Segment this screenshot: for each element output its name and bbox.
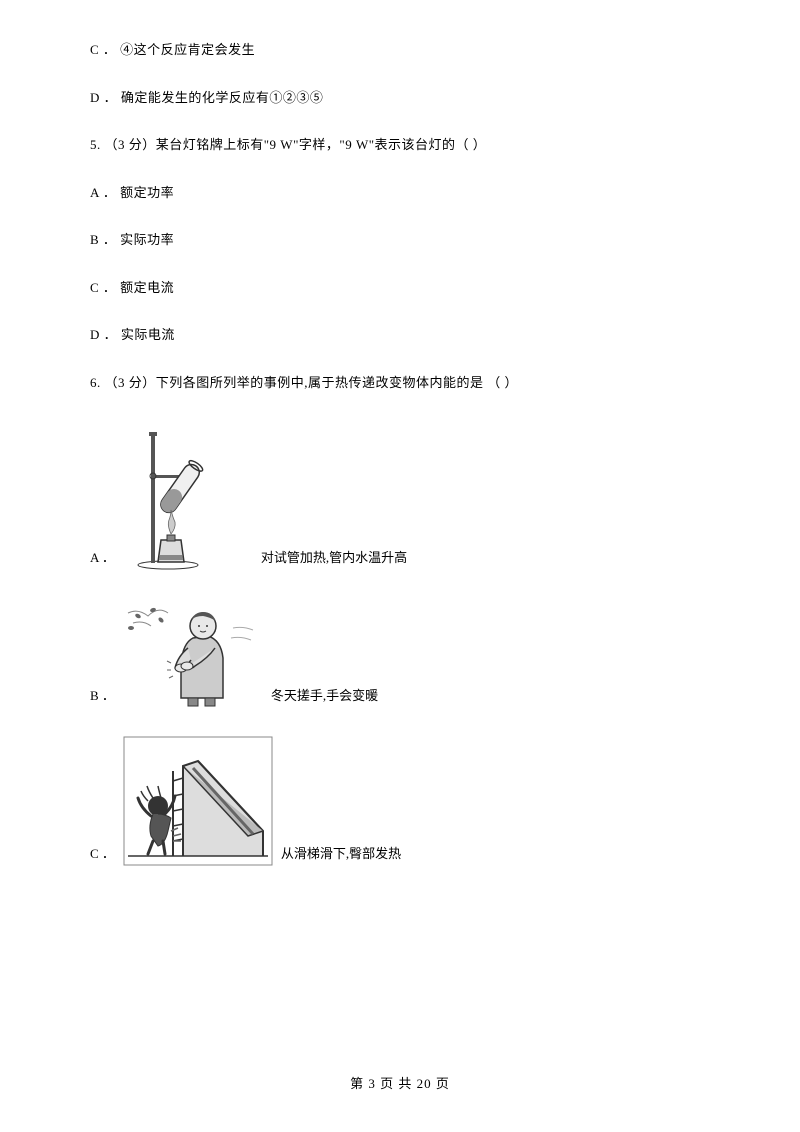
- option-c-text: C ． ④这个反应肯定会发生: [90, 40, 710, 60]
- option-a-text: 对试管加热,管内水温升高: [261, 547, 407, 570]
- option-b-text: 冬天搓手,手会变暖: [271, 685, 378, 708]
- option-b-label: B ．: [90, 685, 115, 708]
- slide-image: [123, 736, 273, 866]
- question-5: 5. （3 分）某台灯铭牌上标有"9 W"字样，"9 W"表示该台灯的（ ）: [90, 135, 710, 155]
- q6-option-c: C ．: [90, 736, 710, 866]
- q5-option-d: D ． 实际电流: [90, 325, 710, 345]
- rubbing-hands-image: [123, 598, 263, 708]
- option-a-label: A ．: [90, 547, 115, 570]
- option-c-label: C ．: [90, 843, 115, 866]
- question-6: 6. （3 分）下列各图所列举的事例中,属于热传递改变物体内能的是 （ ）: [90, 373, 710, 393]
- q5-option-c: C ． 额定电流: [90, 278, 710, 298]
- page-content: C ． ④这个反应肯定会发生 D ． 确定能发生的化学反应有①②③⑤ 5. （3…: [0, 0, 800, 866]
- option-c-text: 从滑梯滑下,臀部发热: [281, 843, 401, 866]
- page-footer: 第 3 页 共 20 页: [0, 1073, 800, 1092]
- test-tube-heating-image: [123, 420, 253, 570]
- q6-option-a: A ．: [90, 420, 710, 570]
- q5-option-a: A ． 额定功率: [90, 183, 710, 203]
- option-d-text: D ． 确定能发生的化学反应有①②③⑤: [90, 88, 710, 108]
- q6-option-b: B ．: [90, 598, 710, 708]
- q5-option-b: B ． 实际功率: [90, 230, 710, 250]
